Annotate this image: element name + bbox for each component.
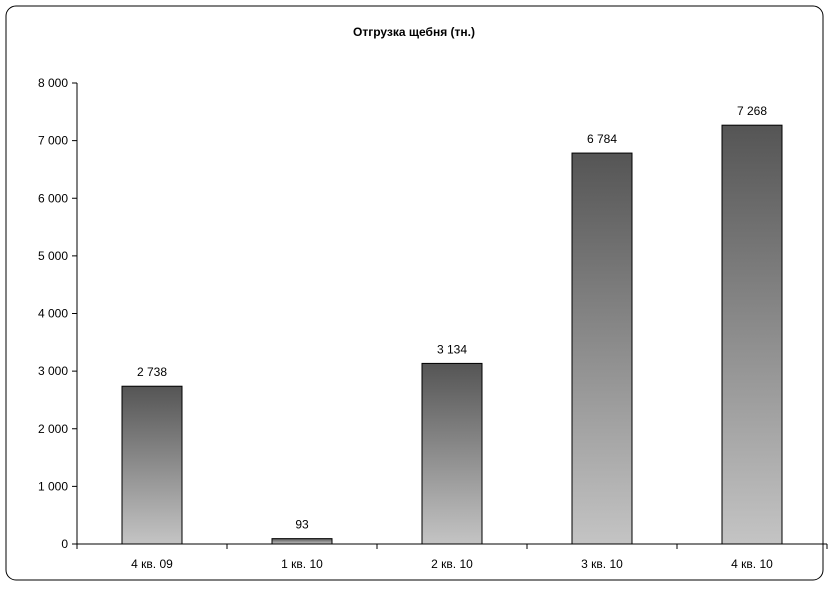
bar-value-label: 3 134 [437,342,467,356]
y-tick-label: 5 000 [38,249,68,263]
y-tick-label: 1 000 [38,479,68,493]
x-tick-label: 1 кв. 10 [281,557,323,571]
bar [721,124,783,545]
y-tick-label: 0 [61,537,68,551]
y-tick-label: 6 000 [38,191,68,205]
bar [271,538,333,545]
bar-value-label: 7 268 [737,104,767,118]
chart-title: Отгрузка щебня (тн.) [353,25,475,39]
x-tick-label: 2 кв. 10 [431,557,473,571]
y-tick-label: 8 000 [38,76,68,90]
bar-value-label: 2 738 [137,365,167,379]
y-tick-label: 7 000 [38,134,68,148]
x-tick-label: 4 кв. 09 [131,557,173,571]
x-tick-label: 4 кв. 10 [731,557,773,571]
bar [421,362,483,545]
bar [121,385,183,545]
y-tick-label: 4 000 [38,307,68,321]
bar-value-label: 93 [295,518,309,532]
bar [571,152,633,545]
x-tick-label: 3 кв. 10 [581,557,623,571]
bars [121,124,783,545]
y-axis: 0 1 000 2 000 3 000 4 000 5 000 6 000 7 000 8 00… [38,76,78,551]
bar-value-label: 6 784 [587,132,617,146]
y-tick-label: 2 000 [38,422,68,436]
data-labels: 2 738 93 3 134 6 784 7 268 [137,104,767,531]
y-tick-label: 3 000 [38,364,68,378]
